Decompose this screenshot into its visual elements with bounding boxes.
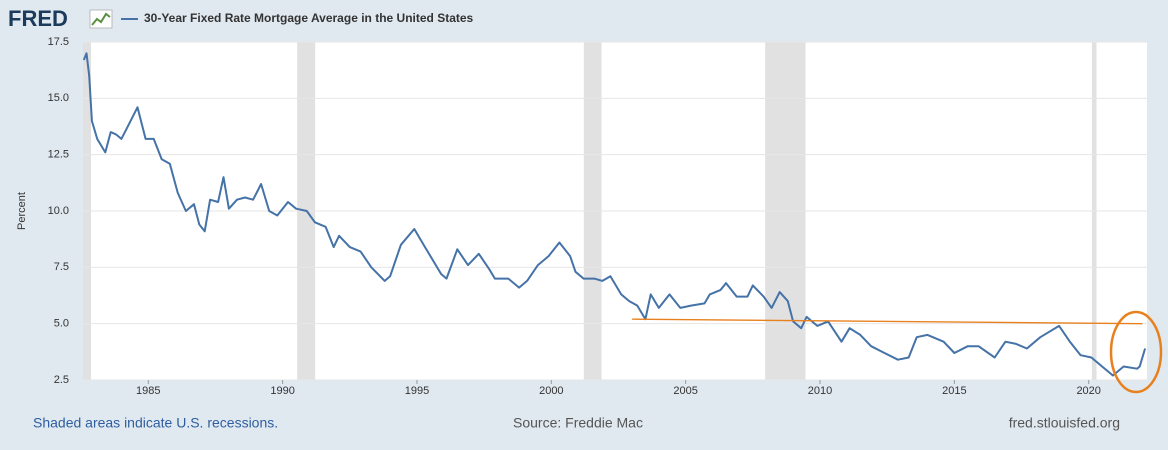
logo: FRED (8, 6, 68, 31)
logo-icon (89, 9, 113, 29)
y-tick-label: 12.5 (48, 149, 69, 161)
x-tick-label: 2015 (942, 385, 966, 397)
y-tick-label: 17.5 (48, 36, 69, 48)
x-tick-label: 2010 (808, 385, 832, 397)
x-tick-label: 2000 (539, 385, 563, 397)
series-line (82, 52, 1147, 377)
y-tick-label: 5.0 (54, 318, 69, 330)
url[interactable]: fred.stlouisfed.org (1009, 415, 1120, 431)
legend-label: 30-Year Fixed Rate Mortgage Average in t… (144, 11, 474, 25)
x-tick-label: 1990 (270, 385, 294, 397)
source: Source: Freddie Mac (513, 415, 643, 431)
y-tick-label: 15.0 (48, 92, 69, 104)
highlight-circle (1109, 310, 1163, 394)
y-tick-label: 2.5 (54, 374, 69, 386)
reference-line (631, 318, 1143, 325)
x-tick-label: 2005 (673, 385, 697, 397)
y-axis-label: Percent (16, 192, 28, 230)
y-tick-label: 10.0 (48, 205, 69, 217)
x-tick-label: 2020 (1076, 385, 1100, 397)
x-tick-label: 1995 (405, 385, 429, 397)
x-tick-label: 1985 (136, 385, 160, 397)
recession-note[interactable]: Shaded areas indicate U.S. recessions. (33, 415, 278, 431)
y-tick-label: 7.5 (54, 261, 69, 273)
